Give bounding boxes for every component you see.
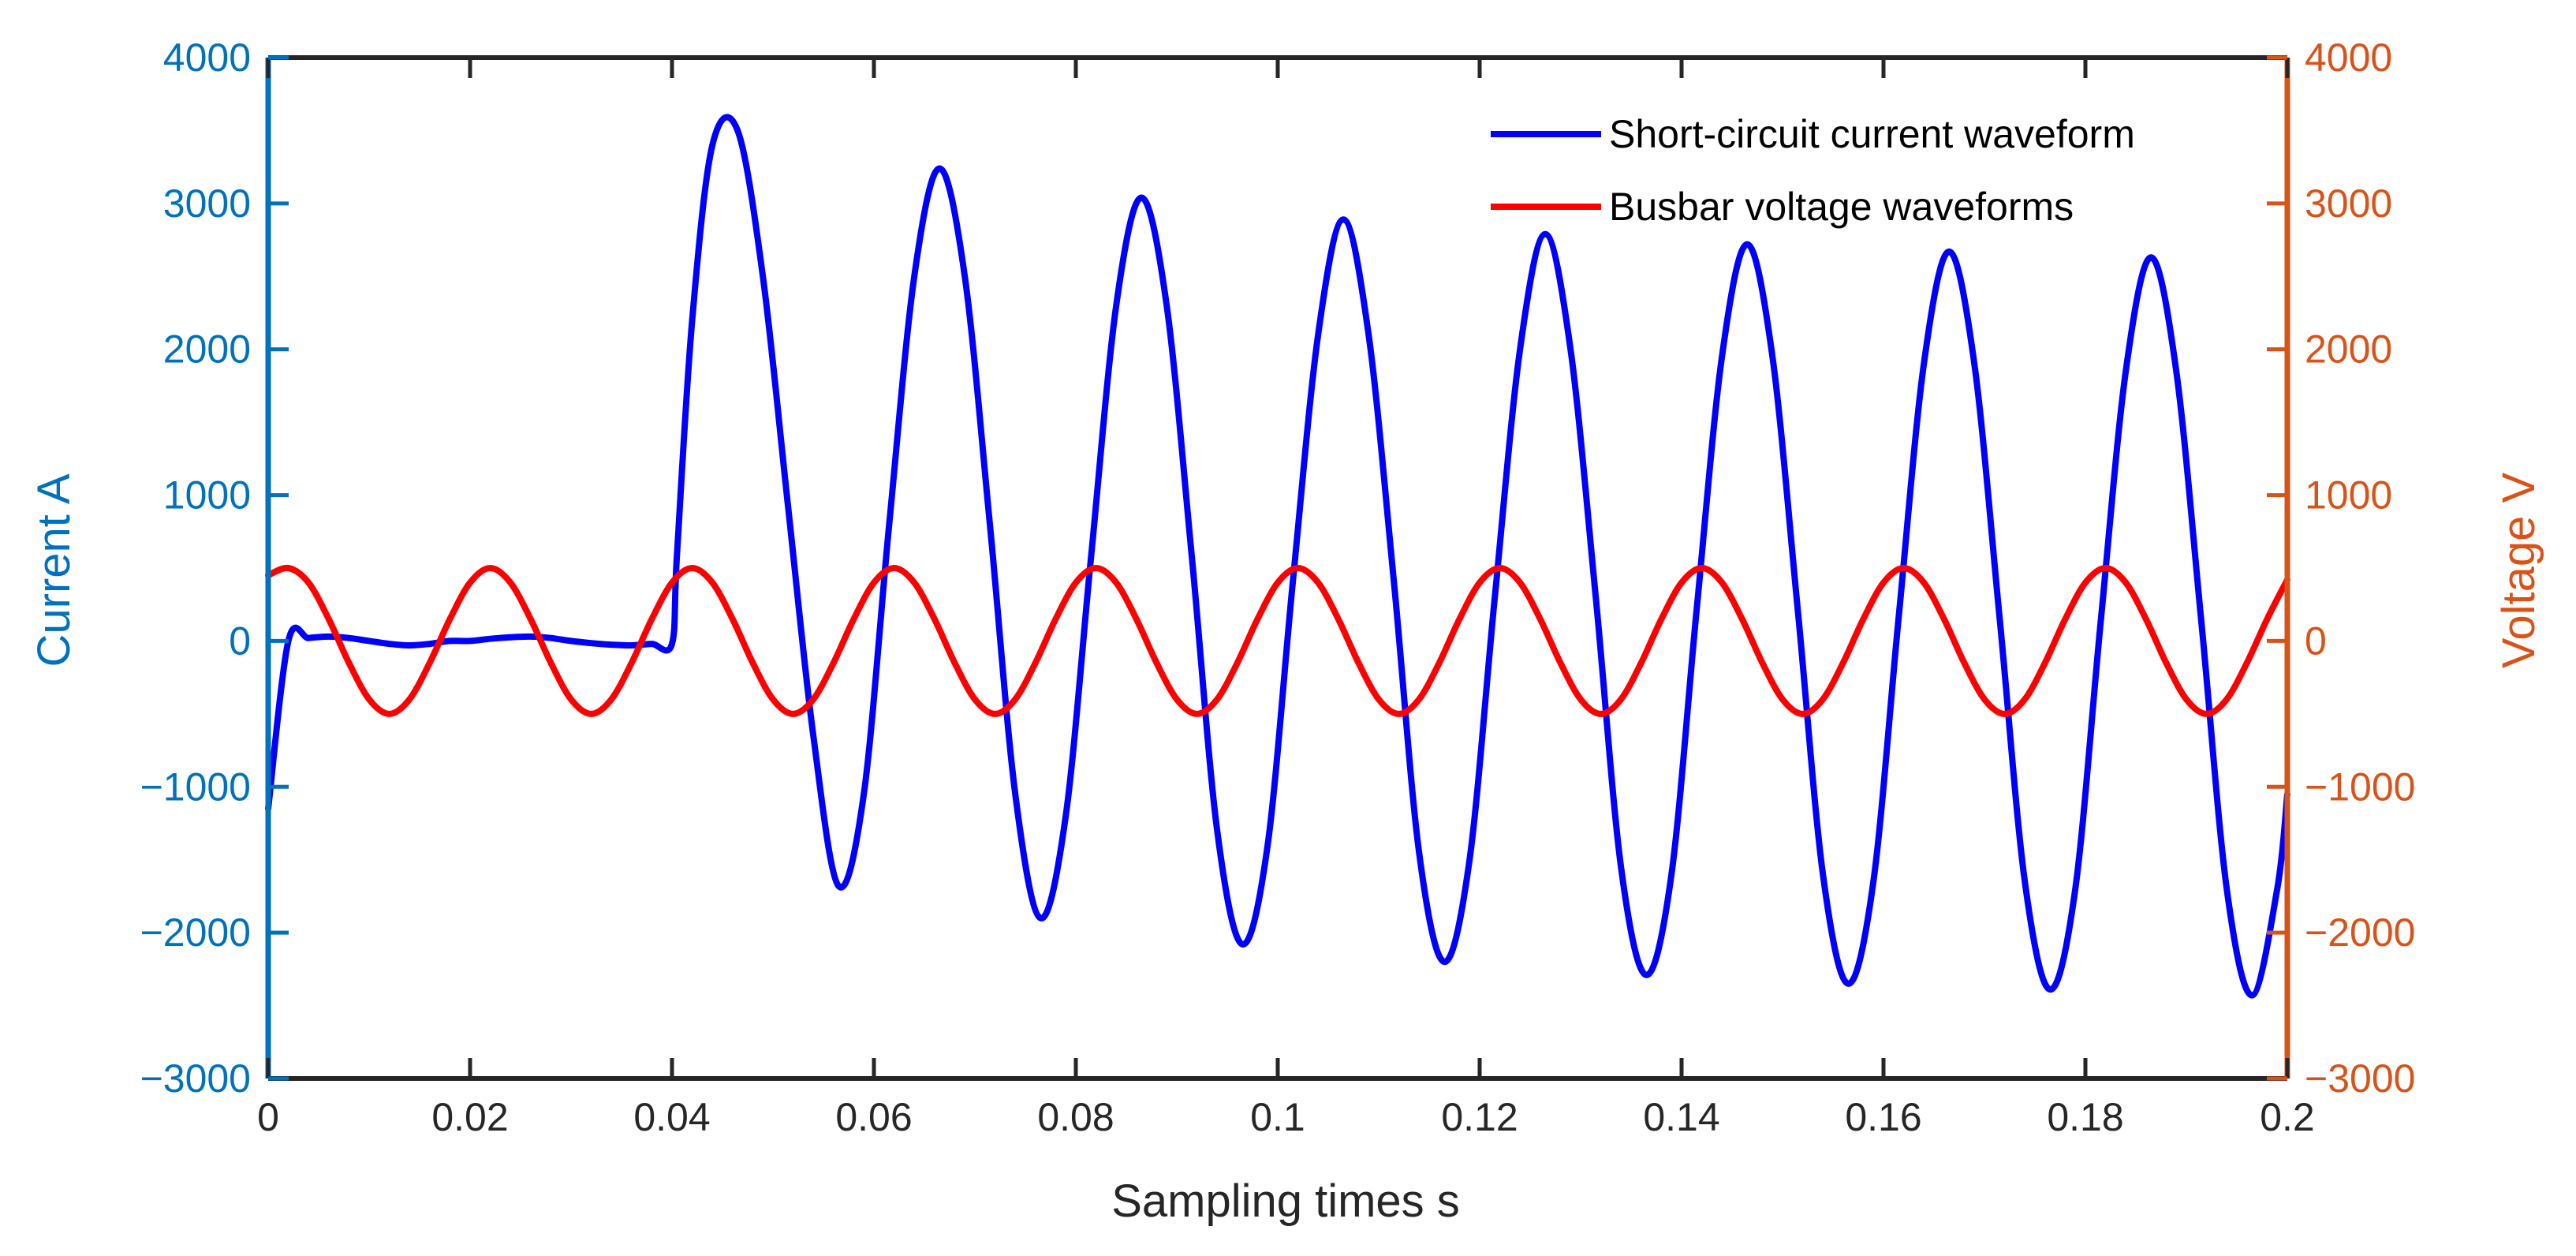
left-tick-label: −2000 (140, 910, 251, 955)
left-tick-label: −3000 (140, 1056, 251, 1101)
left-tick-label: 4000 (163, 36, 251, 80)
legend-label-voltage: Busbar voltage waveforms (1609, 185, 2074, 229)
right-tick-label: 1000 (2305, 473, 2392, 518)
left-axis-label: Current A (28, 473, 80, 667)
current-waveform-line (265, 114, 2290, 999)
right-tick-label: 2000 (2305, 327, 2392, 372)
left-tick-label: 2000 (163, 327, 251, 372)
voltage-waveform-line (265, 564, 2290, 717)
x-tick-label: 0.08 (1037, 1095, 1114, 1139)
right-tick-label: −1000 (2305, 764, 2415, 809)
x-tick-label: 0.16 (1845, 1095, 1921, 1139)
left-axis-ticks: −3000 −2000 −1000 0 1000 2000 3000 4000 (140, 36, 289, 1101)
left-tick-label: 3000 (163, 181, 251, 226)
right-tick-label: −3000 (2305, 1056, 2415, 1101)
x-tick-label: 0.12 (1441, 1095, 1518, 1139)
right-axis-label: Voltage V (2493, 473, 2544, 669)
right-tick-label: 0 (2305, 619, 2327, 663)
x-axis-label: Sampling times s (1111, 1176, 1460, 1227)
x-tick-label: 0.14 (1643, 1095, 1719, 1139)
left-tick-label: 0 (229, 619, 251, 663)
right-tick-label: 3000 (2305, 181, 2392, 226)
legend: Short-circuit current waveform Busbar vo… (1491, 112, 2135, 229)
left-tick-label: −1000 (140, 764, 251, 809)
x-tick-label: 0.18 (2047, 1095, 2123, 1139)
x-tick-label: 0.1 (1250, 1095, 1305, 1139)
right-tick-label: −2000 (2305, 910, 2415, 955)
x-tick-label: 0.04 (633, 1095, 710, 1139)
x-tick-label: 0.02 (431, 1095, 508, 1139)
x-tick-label: 0.2 (2260, 1095, 2315, 1139)
legend-label-current: Short-circuit current waveform (1609, 112, 2135, 156)
x-tick-label: 0 (257, 1095, 279, 1139)
right-axis-ticks: −3000 −2000 −1000 0 1000 2000 3000 4000 (2267, 36, 2415, 1101)
x-axis-ticks: 0 0.02 0.04 0.06 0.08 0.1 0.12 0.14 0.16 0.18 0.2 (257, 58, 2315, 1139)
right-tick-label: 4000 (2305, 36, 2392, 80)
plot-lines (265, 114, 2290, 999)
x-tick-label: 0.06 (835, 1095, 912, 1139)
left-tick-label: 1000 (163, 473, 251, 518)
